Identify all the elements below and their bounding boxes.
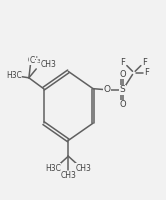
Text: F: F bbox=[142, 58, 147, 67]
Text: CH3: CH3 bbox=[60, 171, 76, 180]
Text: CH3: CH3 bbox=[40, 60, 56, 69]
Text: CH3: CH3 bbox=[76, 164, 91, 173]
Text: 3: 3 bbox=[36, 59, 40, 64]
Text: S: S bbox=[120, 85, 125, 94]
Text: F: F bbox=[144, 68, 149, 77]
Text: O: O bbox=[119, 100, 126, 109]
Text: O: O bbox=[119, 70, 126, 79]
Text: H3C: H3C bbox=[45, 164, 61, 173]
Text: H3C: H3C bbox=[6, 71, 22, 80]
Text: F: F bbox=[121, 58, 125, 67]
Text: C: C bbox=[30, 56, 35, 65]
Text: CH: CH bbox=[27, 56, 39, 65]
Text: O: O bbox=[103, 85, 110, 94]
